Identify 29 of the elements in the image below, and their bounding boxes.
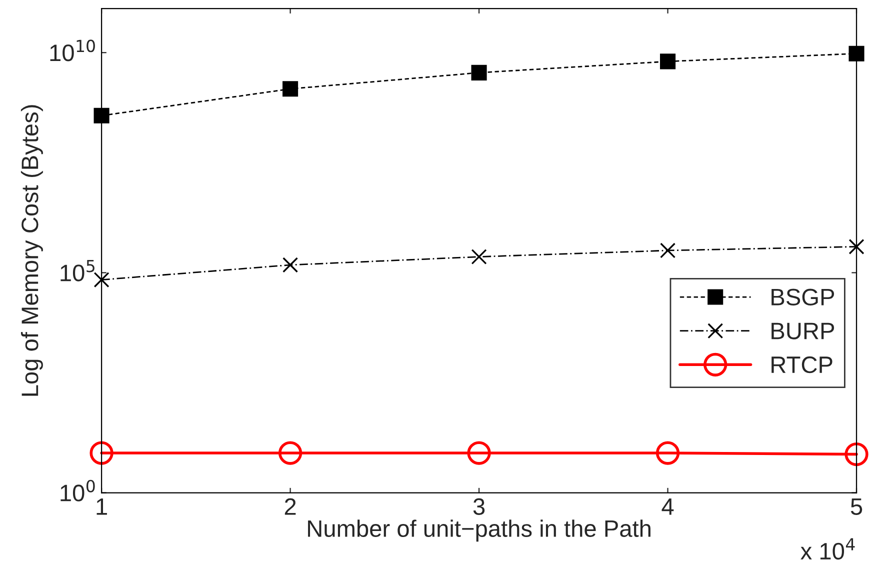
point <box>656 441 680 465</box>
x-tick-label: 4 <box>662 498 674 515</box>
x-axis-title: Number of unit−paths in the Path <box>308 520 650 542</box>
point <box>282 257 298 273</box>
point <box>471 64 487 80</box>
legend-label: BURP <box>772 322 834 340</box>
point <box>848 46 864 62</box>
x-tick-label: 2 <box>284 498 296 515</box>
y-axis-title: Log of Memory Cost (Bytes) <box>20 105 43 396</box>
x-tick-label: 3 <box>473 498 485 515</box>
legend-label: RTCP <box>772 356 832 374</box>
point <box>467 441 491 465</box>
legend-label: BSGP <box>772 288 834 306</box>
point <box>844 442 868 466</box>
point <box>660 54 676 70</box>
y-tick-label: 10$^{0}$ <box>60 480 95 502</box>
y-tick-label: 10$^{10}$ <box>50 40 95 62</box>
text: x 10$^{4}$ <box>800 538 855 560</box>
y-tick-label: 10$^{5}$ <box>60 260 94 282</box>
point <box>90 441 114 465</box>
point <box>278 441 302 465</box>
point <box>471 248 487 265</box>
x-tick-label: 1 <box>96 498 107 515</box>
point <box>282 81 298 97</box>
point <box>94 272 110 288</box>
point <box>660 242 676 258</box>
point <box>94 108 110 124</box>
x-tick-label: 5 <box>850 498 862 515</box>
point <box>848 238 864 254</box>
